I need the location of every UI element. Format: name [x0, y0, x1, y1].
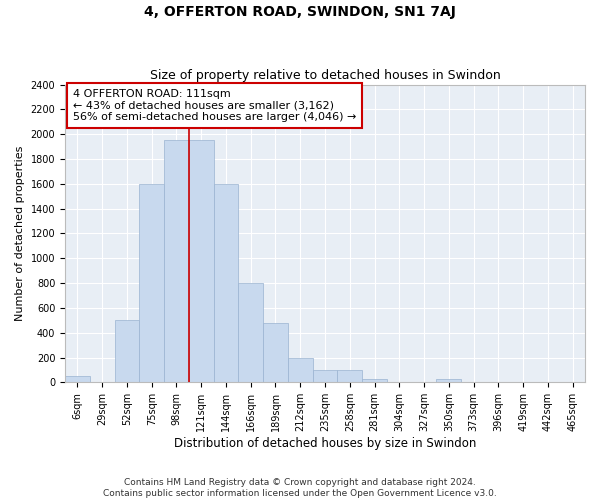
Title: Size of property relative to detached houses in Swindon: Size of property relative to detached ho… — [149, 69, 500, 82]
Bar — [214, 184, 238, 382]
Bar — [189, 140, 214, 382]
Text: Contains HM Land Registry data © Crown copyright and database right 2024.
Contai: Contains HM Land Registry data © Crown c… — [103, 478, 497, 498]
Bar — [288, 358, 313, 382]
Bar — [164, 140, 189, 382]
Bar — [139, 184, 164, 382]
Bar — [65, 376, 90, 382]
Y-axis label: Number of detached properties: Number of detached properties — [15, 146, 25, 321]
Text: 4, OFFERTON ROAD, SWINDON, SN1 7AJ: 4, OFFERTON ROAD, SWINDON, SN1 7AJ — [144, 5, 456, 19]
X-axis label: Distribution of detached houses by size in Swindon: Distribution of detached houses by size … — [174, 437, 476, 450]
Bar — [337, 370, 362, 382]
Bar — [313, 370, 337, 382]
Bar — [362, 378, 387, 382]
Bar — [436, 379, 461, 382]
Bar — [115, 320, 139, 382]
Text: 4 OFFERTON ROAD: 111sqm
← 43% of detached houses are smaller (3,162)
56% of semi: 4 OFFERTON ROAD: 111sqm ← 43% of detache… — [73, 89, 356, 122]
Bar — [238, 283, 263, 382]
Bar — [263, 323, 288, 382]
